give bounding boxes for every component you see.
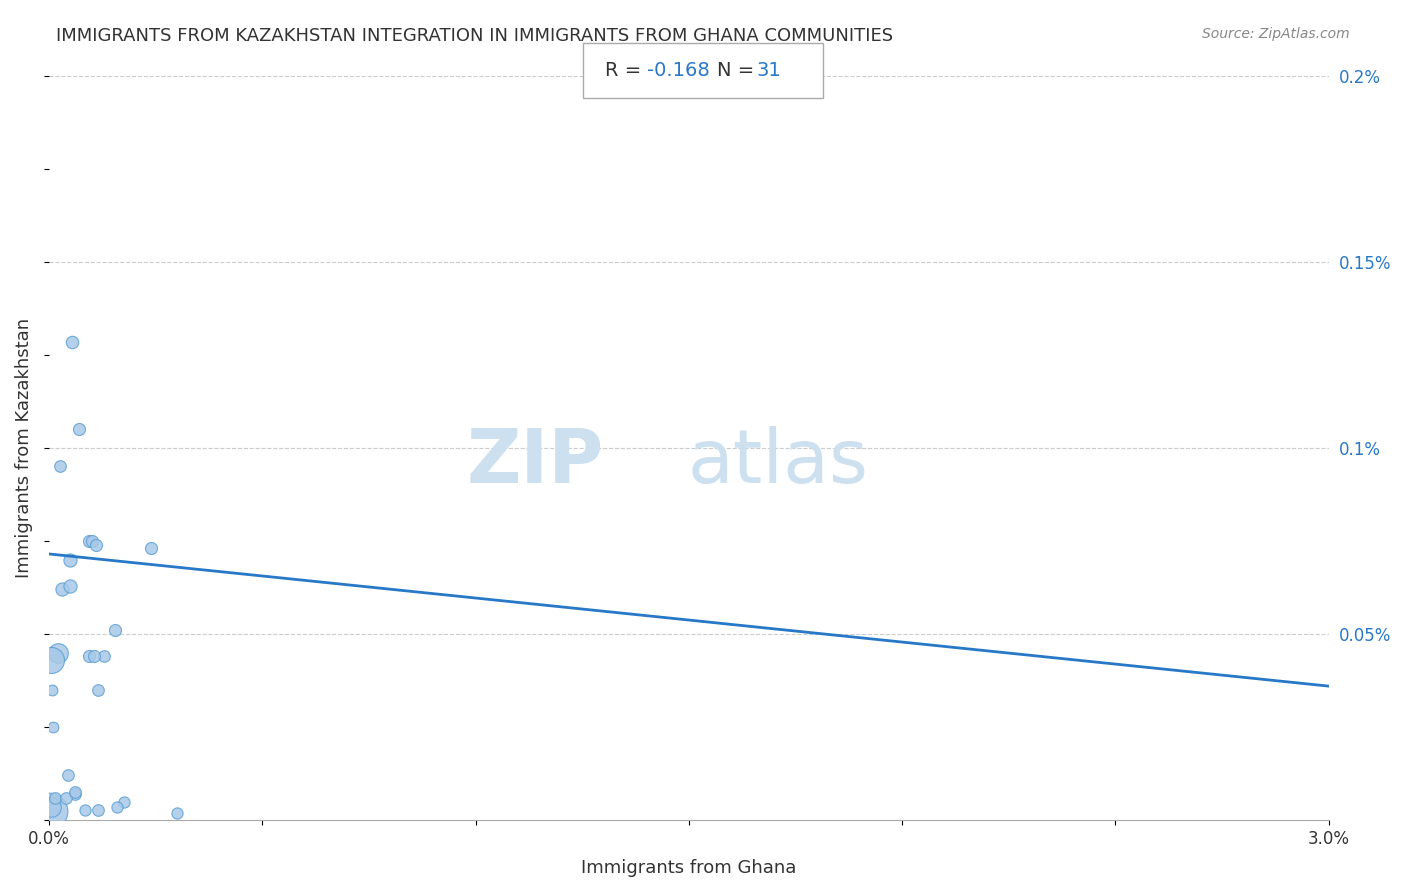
Point	[141, 541, 163, 556]
Point	[84, 538, 107, 552]
Point	[166, 806, 188, 821]
Point	[80, 533, 103, 548]
Point	[105, 800, 128, 814]
Text: atlas: atlas	[688, 426, 869, 500]
Point	[39, 800, 62, 814]
X-axis label: Immigrants from Ghana: Immigrants from Ghana	[581, 859, 797, 877]
Point	[63, 785, 86, 799]
Point	[48, 459, 70, 474]
Point	[79, 649, 101, 664]
Point	[87, 682, 110, 697]
Text: 31: 31	[756, 61, 782, 80]
Point	[41, 682, 63, 697]
Point	[93, 649, 115, 664]
Point	[104, 624, 127, 638]
Point	[112, 795, 135, 809]
Point	[83, 649, 105, 664]
Text: -0.168: -0.168	[647, 61, 710, 80]
Point	[44, 790, 66, 805]
Point	[51, 582, 73, 597]
Point	[55, 790, 77, 805]
Point	[62, 334, 84, 349]
Point	[42, 720, 65, 734]
Y-axis label: Immigrants from Kazakhstan: Immigrants from Kazakhstan	[15, 318, 32, 578]
Point	[59, 579, 82, 593]
Point	[79, 533, 101, 548]
Point	[46, 646, 69, 660]
Point	[38, 804, 60, 818]
Text: Source: ZipAtlas.com: Source: ZipAtlas.com	[1202, 27, 1350, 41]
Text: IMMIGRANTS FROM KAZAKHSTAN INTEGRATION IN IMMIGRANTS FROM GHANA COMMUNITIES: IMMIGRANTS FROM KAZAKHSTAN INTEGRATION I…	[56, 27, 893, 45]
Point	[75, 803, 97, 817]
Point	[56, 768, 79, 782]
Point	[67, 422, 90, 436]
Text: ZIP: ZIP	[467, 426, 605, 500]
Point	[59, 552, 82, 566]
Point	[63, 787, 86, 801]
Text: R =: R =	[605, 61, 647, 80]
Text: N =: N =	[717, 61, 761, 80]
Point	[87, 803, 110, 817]
Point	[39, 653, 62, 667]
